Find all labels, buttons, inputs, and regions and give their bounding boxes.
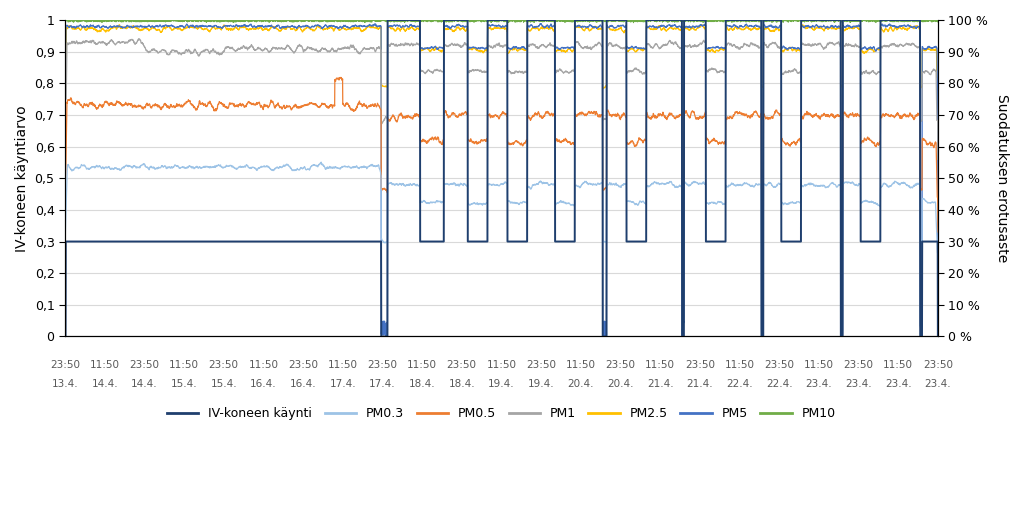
Text: 23:50: 23:50 [764,360,795,370]
Text: 14.4.: 14.4. [131,379,158,389]
Text: 13.4.: 13.4. [51,379,78,389]
Text: 18.4.: 18.4. [449,379,475,389]
Text: 22.4.: 22.4. [726,379,753,389]
Text: 23:50: 23:50 [129,360,160,370]
Text: 23:50: 23:50 [368,360,397,370]
Text: 11:50: 11:50 [486,360,516,370]
Text: 11:50: 11:50 [249,360,279,370]
Legend: IV-koneen käynti, PM0.3, PM0.5, PM1, PM2.5, PM5, PM10: IV-koneen käynti, PM0.3, PM0.5, PM1, PM2… [162,402,841,425]
Y-axis label: Suodatuksen erotusaste: Suodatuksen erotusaste [995,94,1009,262]
Text: 11:50: 11:50 [328,360,357,370]
Text: 17.4.: 17.4. [330,379,356,389]
Text: 11:50: 11:50 [169,360,199,370]
Text: 11:50: 11:50 [90,360,120,370]
Text: 23.4.: 23.4. [925,379,951,389]
Text: 23:50: 23:50 [685,360,715,370]
Text: 15.4.: 15.4. [210,379,237,389]
Text: 23:50: 23:50 [50,360,80,370]
Text: 14.4.: 14.4. [91,379,118,389]
Text: 23.4.: 23.4. [806,379,833,389]
Text: 20.4.: 20.4. [567,379,594,389]
Text: 23.4.: 23.4. [885,379,911,389]
Text: 23:50: 23:50 [209,360,239,370]
Text: 22.4.: 22.4. [766,379,793,389]
Text: 11:50: 11:50 [725,360,755,370]
Text: 18.4.: 18.4. [409,379,435,389]
Text: 11:50: 11:50 [408,360,437,370]
Text: 21.4.: 21.4. [647,379,674,389]
Text: 16.4.: 16.4. [290,379,316,389]
Text: 23:50: 23:50 [923,360,953,370]
Text: 23:50: 23:50 [844,360,873,370]
Text: 15.4.: 15.4. [171,379,198,389]
Text: 19.4.: 19.4. [527,379,554,389]
Text: 17.4.: 17.4. [369,379,395,389]
Y-axis label: IV-koneen käyntiarvo: IV-koneen käyntiarvo [15,105,29,251]
Text: 11:50: 11:50 [645,360,675,370]
Text: 11:50: 11:50 [883,360,913,370]
Text: 23.4.: 23.4. [845,379,871,389]
Text: 11:50: 11:50 [804,360,834,370]
Text: 23:50: 23:50 [288,360,318,370]
Text: 16.4.: 16.4. [250,379,276,389]
Text: 21.4.: 21.4. [686,379,713,389]
Text: 23:50: 23:50 [526,360,556,370]
Text: 20.4.: 20.4. [607,379,634,389]
Text: 11:50: 11:50 [566,360,596,370]
Text: 23:50: 23:50 [446,360,477,370]
Text: 19.4.: 19.4. [488,379,515,389]
Text: 23:50: 23:50 [605,360,636,370]
